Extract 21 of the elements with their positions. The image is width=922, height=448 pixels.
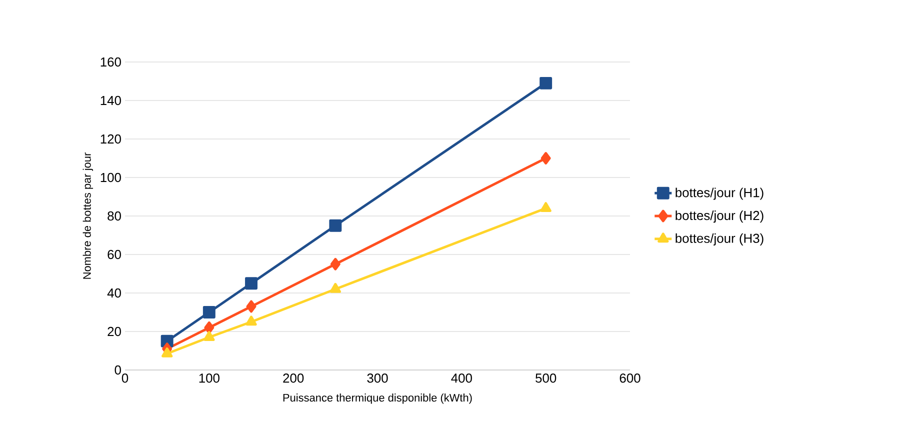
y-tick-label: 120 [100, 134, 121, 144]
x-tick-label: 200 [283, 374, 304, 383]
y-tick-label: 160 [100, 57, 121, 67]
y-axis-title: Nombre de bottes par jour [82, 152, 94, 279]
x-tick-label: 0 [122, 374, 128, 383]
y-tick-label: 20 [108, 326, 121, 336]
y-tick-label: 80 [108, 211, 121, 221]
y-tick-label: 40 [107, 288, 121, 298]
x-tick-label: 300 [367, 374, 388, 383]
y-tick-label: 100 [100, 172, 121, 182]
legend-label: bottes/jour (H1) [676, 188, 764, 200]
x-axis-title: Puissance thermique disponible (kWth) [283, 394, 472, 404]
legend-label: bottes/jour (H3) [676, 233, 764, 246]
x-tick-label: 400 [451, 374, 472, 383]
x-tick-label: 600 [620, 374, 640, 383]
y-tick-label: 0 [114, 365, 121, 375]
y-tick-label: 140 [100, 96, 121, 106]
x-tick-label: 500 [536, 374, 556, 383]
y-tick-label: 60 [108, 250, 121, 260]
legend-label: bottes/jour (H2) [676, 210, 764, 223]
x-tick-label: 100 [199, 374, 220, 383]
